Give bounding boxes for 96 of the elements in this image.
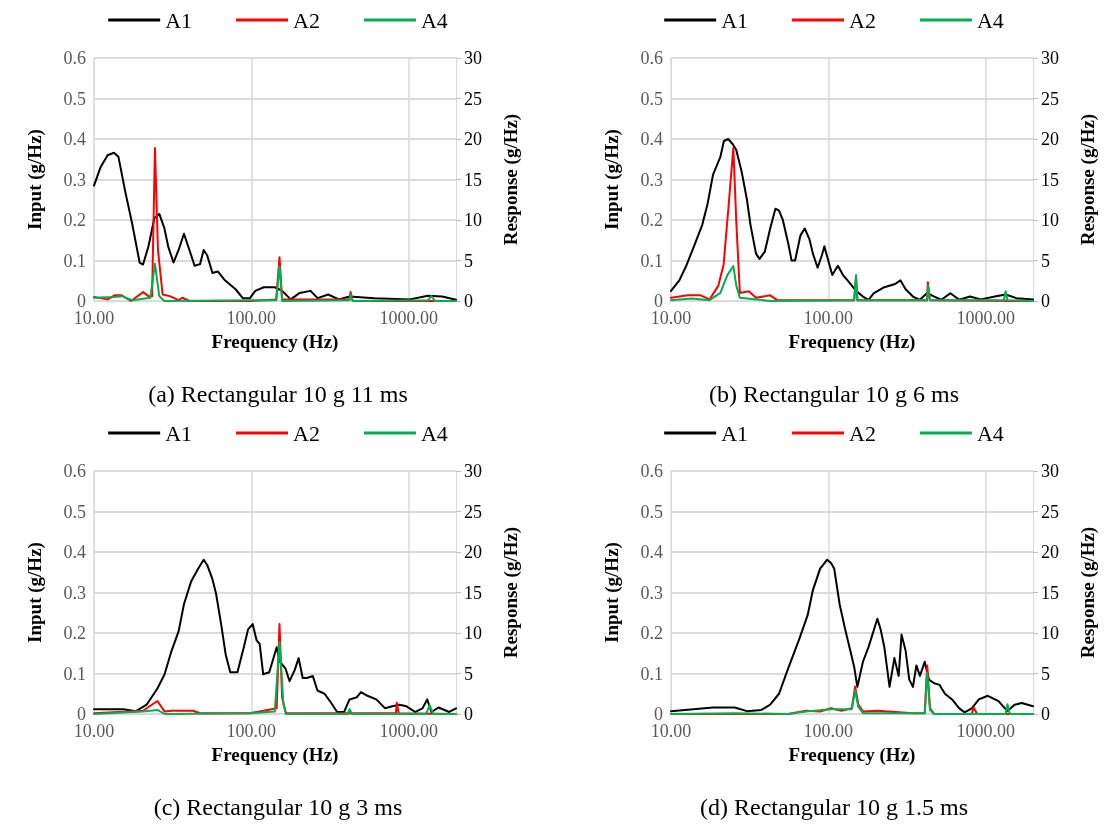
x-axis-title: Frequency (Hz): [788, 743, 916, 766]
y-tick-label: 0.2: [640, 623, 663, 643]
x-tick-label: 10.00: [650, 721, 692, 741]
y-tick-label: 0: [654, 704, 663, 724]
x-axis-title: Frequency (Hz): [788, 330, 916, 353]
x-tick-label: 10.00: [73, 721, 115, 741]
legend-label: A1: [165, 420, 193, 446]
y-tick-label: 0.6: [640, 48, 663, 68]
legend-label: A2: [293, 7, 320, 33]
y2-tick-label: 25: [1041, 501, 1059, 522]
y2-tick-label: 15: [464, 169, 482, 190]
y2-tick-label: 0: [464, 291, 473, 311]
x-tick-label: 10.00: [650, 308, 692, 328]
y2-tick-label: 5: [464, 663, 473, 684]
y2-tick-label: 15: [1041, 169, 1059, 190]
x-tick-label: 1000.00: [379, 721, 438, 741]
legend-label: A1: [165, 7, 193, 33]
y-tick-label: 0.1: [63, 250, 86, 271]
text: (c) Rectangular 10 g 3 ms: [153, 794, 403, 820]
y2-tick-label: 5: [1041, 250, 1050, 271]
y-axis-title: Input (g/Hz): [601, 129, 623, 230]
legend-label: A4: [420, 7, 448, 33]
y2-tick-label: 20: [464, 542, 482, 562]
y-tick-label: 0: [77, 291, 86, 311]
y-tick-label: 0.5: [640, 501, 663, 522]
y-tick-label: 0.5: [63, 501, 86, 522]
y2-tick-label: 30: [464, 48, 482, 68]
y-tick-label: 0.6: [640, 461, 663, 481]
y2-tick-label: 0: [1041, 704, 1050, 724]
y2-tick-label: 15: [1041, 582, 1059, 603]
y-axis-title: Input (g/Hz): [24, 542, 46, 643]
legend-label: A2: [293, 420, 320, 446]
text: (b) Rectangular 10 g 6 ms: [709, 381, 959, 407]
legend-label: A1: [721, 7, 749, 33]
text: (d) Rectangular 10 g 1.5 ms: [700, 794, 968, 820]
x-axis-title: Frequency (Hz): [211, 330, 339, 353]
y-tick-label: 0.1: [63, 663, 86, 684]
y2-tick-label: 20: [464, 129, 482, 149]
y2-tick-label: 30: [1041, 48, 1059, 68]
y2-tick-label: 10: [1041, 210, 1059, 230]
legend-label: A4: [976, 7, 1004, 33]
y2-axis-title: Response (g/Hz): [1077, 113, 1099, 246]
legend-label: A4: [420, 420, 448, 446]
y-tick-label: 0.4: [63, 129, 86, 149]
y-tick-label: 0.6: [63, 461, 86, 481]
y2-axis-title: Response (g/Hz): [500, 526, 522, 659]
y2-axis-title: Response (g/Hz): [1077, 526, 1099, 659]
y2-tick-label: 10: [1041, 623, 1059, 643]
y2-axis-title: Response (g/Hz): [500, 113, 522, 246]
y-tick-label: 0.2: [63, 210, 86, 230]
y2-tick-label: 15: [464, 582, 482, 603]
y-tick-label: 0.4: [640, 542, 663, 562]
y2-tick-label: 25: [464, 501, 482, 522]
y2-tick-label: 20: [1041, 129, 1059, 149]
y-tick-label: 0.6: [63, 48, 86, 68]
y2-tick-label: 30: [1041, 461, 1059, 481]
y2-tick-label: 10: [464, 623, 482, 643]
y-axis-title: Input (g/Hz): [601, 542, 623, 643]
y-tick-label: 0.4: [640, 129, 663, 149]
y-tick-label: 0.3: [63, 169, 86, 190]
x-tick-label: 100.00: [226, 721, 277, 741]
y2-tick-label: 30: [464, 461, 482, 481]
y2-tick-label: 25: [464, 88, 482, 109]
x-axis-title: Frequency (Hz): [211, 743, 339, 766]
y-tick-label: 0.3: [63, 582, 86, 603]
y-tick-label: 0.5: [63, 88, 86, 109]
x-tick-label: 1000.00: [379, 308, 438, 328]
x-tick-label: 10.00: [73, 308, 115, 328]
y2-tick-label: 25: [1041, 88, 1059, 109]
y-tick-label: 0: [77, 704, 86, 724]
y2-tick-label: 0: [1041, 291, 1050, 311]
y2-tick-label: 5: [1041, 663, 1050, 684]
y-tick-label: 0.2: [640, 210, 663, 230]
y-tick-label: 0.1: [640, 250, 663, 271]
legend-label: A4: [976, 420, 1004, 446]
y-tick-label: 0.3: [640, 169, 663, 190]
legend-label: A1: [721, 420, 749, 446]
legend-label: A2: [849, 420, 876, 446]
y-tick-label: 0.2: [63, 623, 86, 643]
y-tick-label: 0: [654, 291, 663, 311]
x-tick-label: 1000.00: [956, 308, 1015, 328]
x-tick-label: 100.00: [803, 308, 854, 328]
y2-tick-label: 10: [464, 210, 482, 230]
y-tick-label: 0.1: [640, 663, 663, 684]
x-tick-label: 100.00: [226, 308, 277, 328]
y-tick-label: 0.5: [640, 88, 663, 109]
y-axis-title: Input (g/Hz): [24, 129, 46, 230]
y2-tick-label: 20: [1041, 542, 1059, 562]
y2-tick-label: 5: [464, 250, 473, 271]
x-tick-label: 1000.00: [956, 721, 1015, 741]
y2-tick-label: 0: [464, 704, 473, 724]
legend-label: A2: [849, 7, 876, 33]
y-tick-label: 0.3: [640, 582, 663, 603]
text: (a) Rectangular 10 g 11 ms: [148, 381, 408, 407]
y-tick-label: 0.4: [63, 542, 86, 562]
x-tick-label: 100.00: [803, 721, 854, 741]
